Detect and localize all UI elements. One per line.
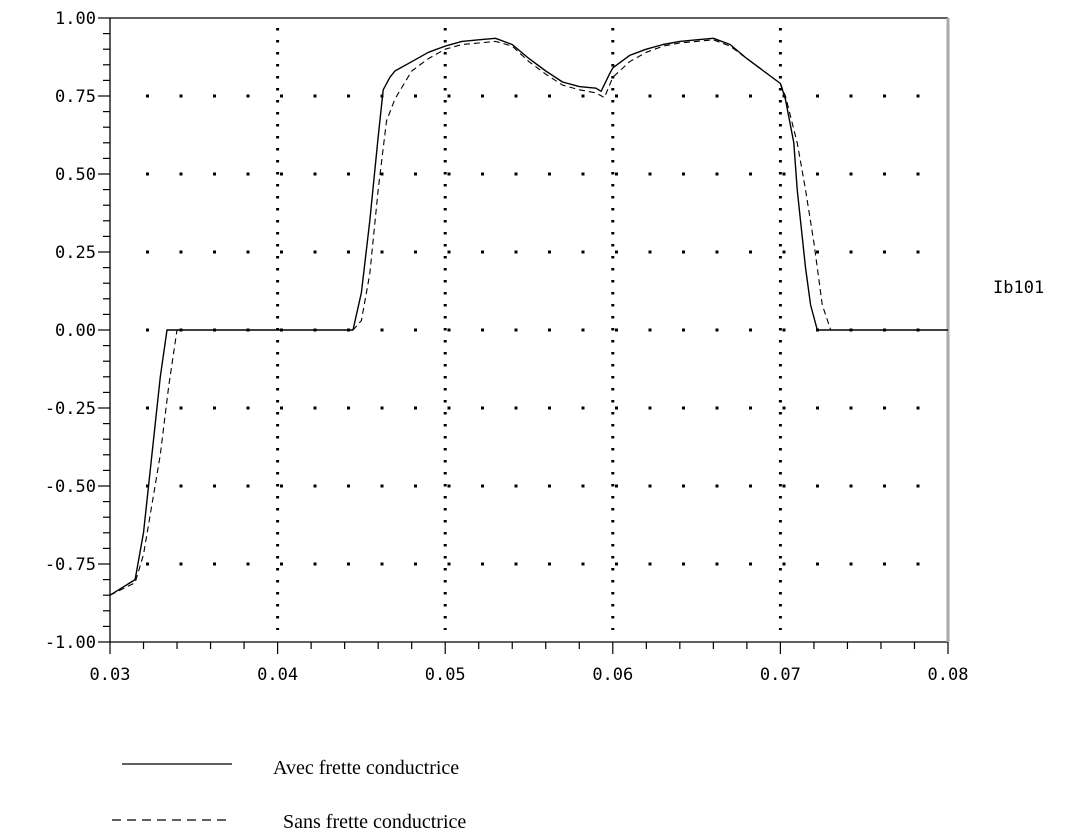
x-tick-label: 0.07 <box>760 665 801 685</box>
grid <box>146 28 924 630</box>
y-tick-label: 0.75 <box>55 87 96 107</box>
x-tick-label: 0.03 <box>90 665 131 685</box>
side-label: Ib101 <box>993 278 1044 298</box>
y-tick-label: 0.25 <box>55 243 96 263</box>
series-lines <box>109 37 948 596</box>
legend: Avec frette conductrice Sans frette cond… <box>112 757 466 832</box>
tick-labels: 1.00 0.75 0.50 0.25 0.00 -0.25 -0.50 -0.75 -1.00… <box>45 9 969 685</box>
series-line-sans <box>109 39 948 596</box>
y-tick-label: -0.75 <box>45 555 96 575</box>
legend-label-sans: Sans frette conductrice <box>283 811 466 832</box>
x-tick-label: 0.08 <box>928 665 969 685</box>
series-line-avec <box>109 37 948 596</box>
y-tick-label: -1.00 <box>45 633 96 653</box>
axes <box>98 17 950 654</box>
x-tick-label: 0.05 <box>425 665 466 685</box>
y-tick-label: 0.00 <box>55 321 96 341</box>
y-tick-label: -0.25 <box>45 399 96 419</box>
y-tick-label: 1.00 <box>55 9 96 29</box>
legend-label-avec: Avec frette conductrice <box>273 757 459 779</box>
y-tick-label: -0.50 <box>45 477 96 497</box>
x-tick-label: 0.04 <box>257 665 298 685</box>
x-tick-label: 0.06 <box>592 665 633 685</box>
y-tick-label: 0.50 <box>55 165 96 185</box>
